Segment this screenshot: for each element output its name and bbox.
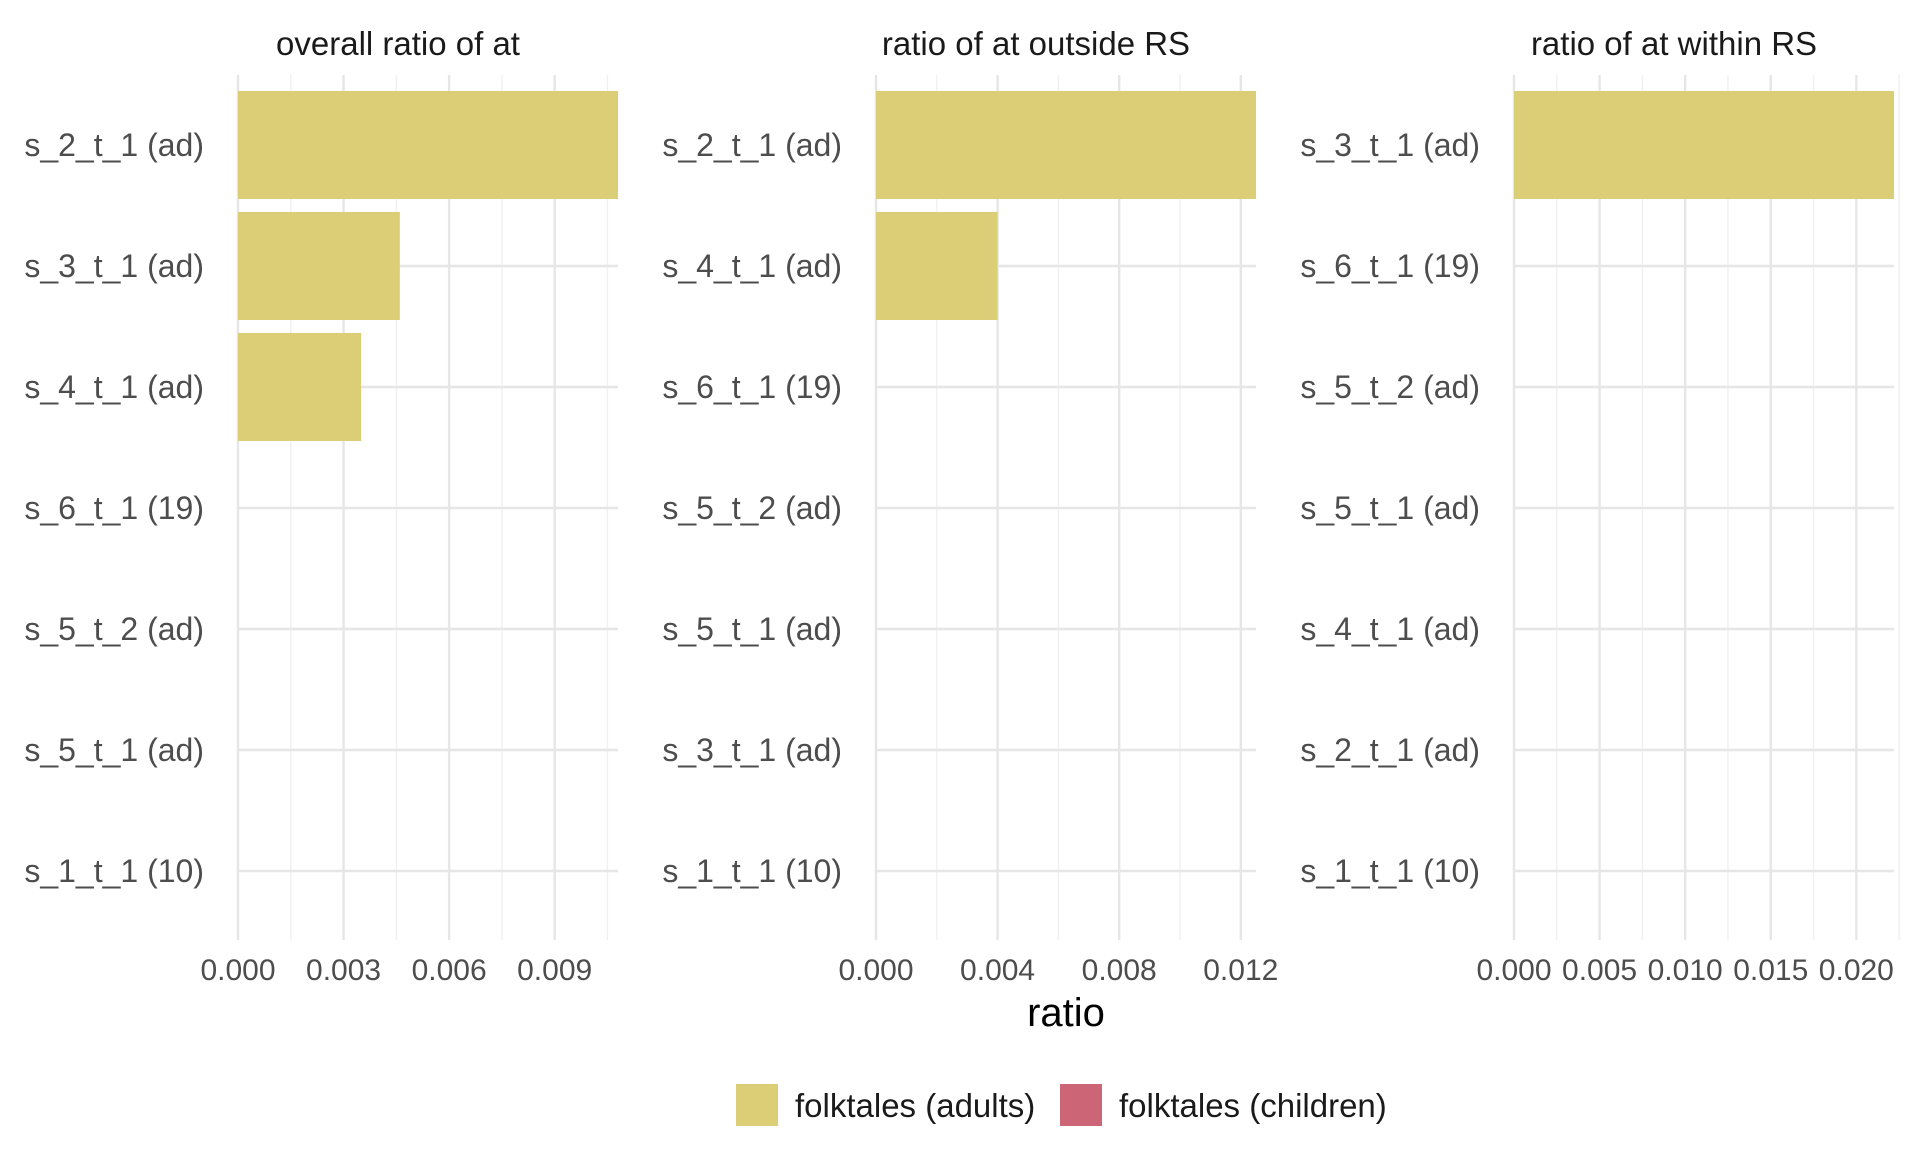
- y-tick-label: s_4_t_1 (ad): [24, 369, 204, 405]
- bar-s-3-t-1-ad-: [1514, 91, 1894, 199]
- panel-1: s_2_t_1 (ad) s_3_t_1 (ad) s_4_t_1 (ad) s_6_…: [24, 25, 618, 987]
- x-tick-label: 0.000: [200, 954, 275, 987]
- y-tick-label: s_6_t_1 (19): [24, 490, 204, 526]
- x-tick-label: 0.015: [1733, 954, 1808, 987]
- bar-s-3-t-1-ad-: [238, 212, 400, 320]
- panel-title: overall ratio of at: [276, 25, 520, 62]
- y-tick-label: s_6_t_1 (19): [1300, 248, 1480, 284]
- x-tick-label: 0.006: [412, 954, 487, 987]
- x-tick-label: 0.000: [1476, 954, 1551, 987]
- bar-s-2-t-1-ad-: [876, 91, 1256, 199]
- panel-2: s_2_t_1 (ad) s_4_t_1 (ad) s_6_t_1 (19) s_5_…: [662, 25, 1278, 987]
- x-axis-title: ratio: [1027, 991, 1105, 1035]
- y-tick-label: s_1_t_1 (10): [1300, 853, 1480, 889]
- y-tick-label: s_5_t_2 (ad): [662, 490, 842, 526]
- y-tick-label: s_5_t_1 (ad): [1300, 490, 1480, 526]
- x-tick-label: 0.000: [838, 954, 913, 987]
- legend-key-adults: [736, 1084, 778, 1126]
- y-tick-label: s_1_t_1 (10): [24, 853, 204, 889]
- x-tick-label: 0.012: [1203, 954, 1278, 987]
- y-tick-label: s_2_t_1 (ad): [1300, 732, 1480, 768]
- y-tick-label: s_3_t_1 (ad): [24, 248, 204, 284]
- bar-s-4-t-1-ad-: [876, 212, 998, 320]
- panel-title: ratio of at within RS: [1531, 25, 1817, 62]
- x-tick-label: 0.005: [1562, 954, 1637, 987]
- x-tick-label: 0.010: [1648, 954, 1723, 987]
- x-tick-label: 0.003: [306, 954, 381, 987]
- panel-3: s_3_t_1 (ad) s_6_t_1 (19) s_5_t_2 (ad) s_5_…: [1300, 25, 1900, 987]
- x-tick-label: 0.004: [960, 954, 1035, 987]
- y-tick-label: s_5_t_1 (ad): [662, 611, 842, 647]
- panel-title: ratio of at outside RS: [882, 25, 1190, 62]
- y-tick-label: s_4_t_1 (ad): [1300, 611, 1480, 647]
- x-tick-label: 0.009: [517, 954, 592, 987]
- y-tick-label: s_1_t_1 (10): [662, 853, 842, 889]
- y-tick-label: s_2_t_1 (ad): [662, 127, 842, 163]
- y-tick-label: s_3_t_1 (ad): [662, 732, 842, 768]
- y-tick-label: s_5_t_2 (ad): [24, 611, 204, 647]
- panels-layer: s_2_t_1 (ad) s_3_t_1 (ad) s_4_t_1 (ad) s_6_…: [24, 25, 1900, 987]
- x-tick-label: 0.008: [1082, 954, 1157, 987]
- bar-s-4-t-1-ad-: [238, 333, 362, 441]
- legend: folktales (adults) folktales (children): [736, 1084, 1387, 1126]
- y-tick-label: s_5_t_1 (ad): [24, 732, 204, 768]
- legend-label-adults: folktales (adults): [795, 1087, 1035, 1124]
- x-tick-label: 0.020: [1819, 954, 1894, 987]
- legend-label-children: folktales (children): [1119, 1087, 1387, 1124]
- y-tick-label: s_2_t_1 (ad): [24, 127, 204, 163]
- legend-key-children: [1060, 1084, 1102, 1126]
- y-tick-label: s_5_t_2 (ad): [1300, 369, 1480, 405]
- bar-s-2-t-1-ad-: [238, 91, 618, 199]
- y-tick-label: s_3_t_1 (ad): [1300, 127, 1480, 163]
- y-tick-label: s_6_t_1 (19): [662, 369, 842, 405]
- y-tick-label: s_4_t_1 (ad): [662, 248, 842, 284]
